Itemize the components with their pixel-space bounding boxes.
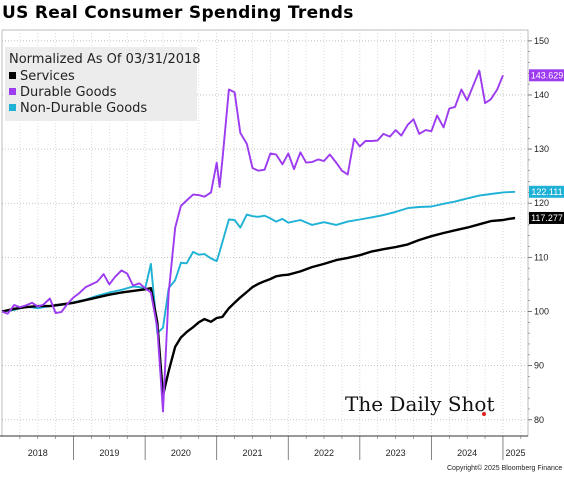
end-labels: 117.277 143.629 122.111 xyxy=(529,69,564,224)
legend-label-durable-goods: Durable Goods xyxy=(20,85,117,100)
chart-title: US Real Consumer Spending Trends xyxy=(2,3,354,23)
y-tick-label: 130 xyxy=(534,144,549,154)
end-label-tag xyxy=(529,211,564,224)
brand-red-dot xyxy=(482,412,486,416)
legend-label-non-durable-goods: Non-Durable Goods xyxy=(20,101,147,116)
y-tick-label: 110 xyxy=(534,252,548,262)
end-label-tag xyxy=(529,185,564,198)
branding: The Daily Shot Copyright© 2025 Bloomberg… xyxy=(345,392,564,472)
copyright-credit: Copyright© 2025 Bloomberg Finance L.P. xyxy=(447,464,564,472)
legend-swatch-services xyxy=(9,72,16,79)
end-label-value: 117.277 xyxy=(531,213,563,223)
y-tick-label: 100 xyxy=(534,306,549,316)
y-tick-label: 90 xyxy=(534,361,544,371)
end-label-tag xyxy=(529,69,564,82)
x-tick-label: 2023 xyxy=(386,448,406,458)
series-line-non-durable-goods xyxy=(1,190,516,335)
y-tick-label: 150 xyxy=(534,36,549,46)
gridlines xyxy=(2,30,528,436)
legend-box xyxy=(5,47,197,121)
brand-logo-text: The Daily Shot xyxy=(345,392,494,416)
y-tick-label: 140 xyxy=(534,90,549,100)
series-lines xyxy=(1,69,516,413)
x-tick-label: 2020 xyxy=(171,448,191,458)
legend-label-services: Services xyxy=(20,69,75,84)
legend-swatch-durable-goods xyxy=(9,88,16,95)
end-label-value: 143.629 xyxy=(531,71,564,81)
legend: Normalized As Of 03/31/2018 Services Dur… xyxy=(5,47,201,121)
x-tick-label: 2019 xyxy=(99,448,119,458)
y-tick-label: 120 xyxy=(534,198,549,208)
series-line-services xyxy=(1,216,516,397)
legend-swatch-non-durable-goods xyxy=(9,104,16,111)
x-tick-label: 2018 xyxy=(28,448,48,458)
series-line-durable-goods xyxy=(1,69,504,413)
axes: 80 90 100 110 120 130 140 150 2018 2019 2020 2021 20… xyxy=(0,36,549,460)
x-tick-label: 2024 xyxy=(457,448,477,458)
x-tick-label: 2022 xyxy=(314,448,334,458)
end-label-value: 122.111 xyxy=(531,187,562,197)
y-tick-label: 80 xyxy=(534,415,544,425)
x-tick-label: 2025 xyxy=(505,448,525,458)
x-tick-label: 2021 xyxy=(242,448,262,458)
legend-subtitle: Normalized As Of 03/31/2018 xyxy=(9,52,201,67)
